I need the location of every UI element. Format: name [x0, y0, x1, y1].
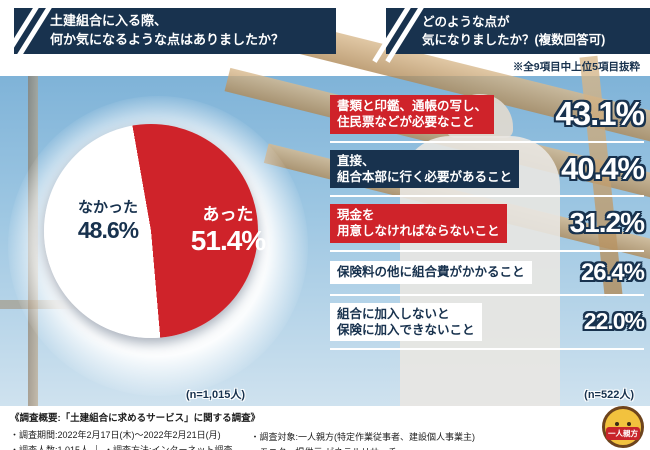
footer-divider — [96, 445, 98, 450]
logo-eye-icon — [615, 422, 619, 426]
item-label-line: 直接、 — [337, 153, 375, 168]
header-line: 土建組合に入る際、 — [50, 13, 168, 29]
item-label-line: 保険料の他に組合費がかかること — [337, 265, 525, 280]
item-label: 現金を 用意しなければならないこと — [330, 204, 507, 243]
list-item: 現金を 用意しなければならないこと 31.2% — [330, 197, 645, 252]
item-label-line: 住民票などが必要なこと — [337, 115, 475, 130]
answer-list: 書類と印鑑、通帳の写し、 住民票などが必要なこと 43.1% 直接、 組合本部に… — [330, 88, 645, 350]
list-item: 直接、 組合本部に行く必要があること 40.4% — [330, 143, 645, 197]
item-label-line: 用意しなければならないこと — [337, 224, 500, 239]
item-percent: 40.4% — [561, 150, 645, 186]
item-label-line: 書類と印鑑、通帳の写し、 — [337, 99, 488, 113]
item-label-line: 現金を — [337, 208, 375, 222]
slice-label: あった — [202, 205, 254, 224]
logo-label: 一人親方 — [606, 427, 640, 440]
item-label: 保険料の他に組合費がかかること — [330, 261, 532, 284]
item-label-line: 組合本部に行く必要があること — [337, 169, 513, 184]
sample-size-list: (n=522人) — [584, 389, 634, 401]
footer-title: 《調査概要:「土建組合に求めるサービス」に関する調査》 — [10, 413, 261, 424]
slice-percent: 48.6% — [77, 217, 139, 243]
item-label: 書類と印鑑、通帳の写し、 住民票などが必要なこと — [330, 95, 495, 134]
pie-slice-label-yes: あった 51.4% — [176, 200, 280, 257]
item-label-line: 保険に加入できないこと — [337, 322, 475, 337]
item-label: 組合に加入しないと 保険に加入できないこと — [330, 302, 482, 341]
list-item: 保険料の他に組合費がかかること 26.4% — [330, 252, 645, 296]
pie-slice-label-no: なかった 48.6% — [58, 196, 158, 244]
logo-eye-icon — [627, 422, 631, 426]
footer-method: ・調査方法:インターネット調査 — [104, 445, 233, 450]
slice-percent: 51.4% — [190, 225, 266, 256]
header-line: どのような点が — [422, 14, 510, 29]
sample-size-pie: (n=1,015人) — [186, 389, 245, 401]
item-percent: 22.0% — [583, 308, 645, 335]
item-label: 直接、 組合本部に行く必要があること — [330, 149, 520, 188]
survey-overview-footer: 《調査概要:「土建組合に求めるサービス」に関する調査》 ・調査期間:2022年2… — [0, 406, 650, 450]
hitori-oyakata-logo: 一人親方 — [602, 406, 644, 448]
footer-monitor: ・モニター提供元:ゼネラルリサーチ — [251, 445, 476, 450]
header-line: 何か気になるような点はありましたか？ — [50, 32, 285, 47]
item-label-line: 組合に加入しないと — [337, 306, 450, 321]
footer-left-column: ・調査期間:2022年2月17日(木)〜2022年2月21日(月) ・調査人数:… — [10, 426, 233, 450]
header-line: 気になりましたか？(複数回答可) — [422, 33, 606, 47]
question-header-left: 土建組合に入る際、 何か気になるような点はありましたか？ — [0, 0, 336, 63]
list-item: 書類と印鑑、通帳の写し、 住民票などが必要なこと 43.1% — [330, 88, 645, 143]
slice-label: なかった — [77, 199, 138, 216]
footer-period: ・調査期間:2022年2月17日(木)〜2022年2月21日(月) — [10, 430, 221, 440]
item-percent: 26.4% — [580, 258, 645, 286]
pie-chart — [44, 124, 258, 338]
footer-right-column: ・調査対象:一人親方(特定作業従事者、建設個人事業主) ・モニター提供元:ゼネラ… — [251, 426, 476, 450]
item-percent: 43.1% — [555, 95, 645, 133]
question-header-right: どのような点が 気になりましたか？(複数回答可) — [372, 0, 650, 63]
footer-count: ・調査人数:1,015人 — [10, 445, 90, 450]
item-percent: 31.2% — [569, 207, 645, 239]
excerpt-note: ※全9項目中上位5項目抜粋 — [512, 61, 640, 73]
list-item: 組合に加入しないと 保険に加入できないこと 22.0% — [330, 296, 645, 350]
footer-target: ・調査対象:一人親方(特定作業従事者、建設個人事業主) — [250, 432, 476, 442]
